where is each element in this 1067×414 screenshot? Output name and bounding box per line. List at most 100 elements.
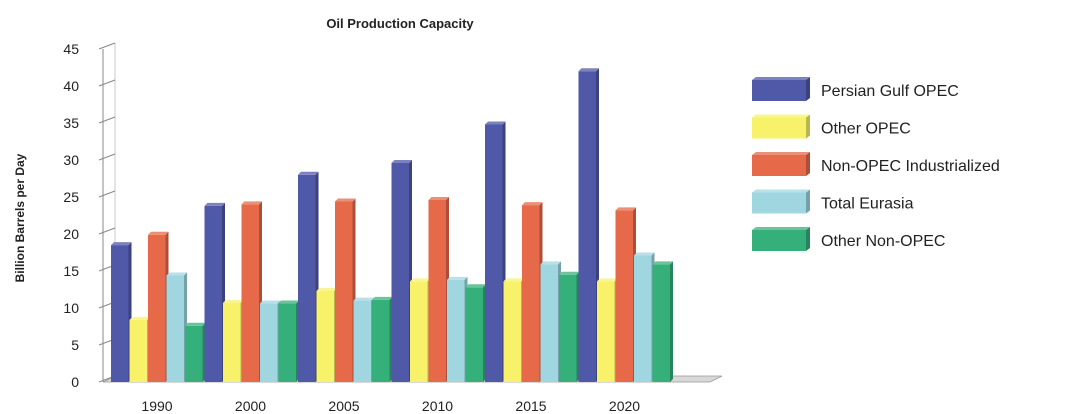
bar	[185, 322, 206, 382]
y-tick-mark	[98, 190, 116, 198]
y-tick-label: 15	[63, 263, 79, 279]
y-tick-label: 0	[71, 374, 79, 390]
bar	[578, 68, 599, 382]
bar-top	[391, 159, 412, 163]
bar	[111, 242, 132, 382]
bar-top	[278, 300, 299, 304]
bar	[391, 159, 412, 382]
bar-top	[129, 316, 150, 320]
bar-front	[372, 299, 390, 382]
y-tick-label: 5	[71, 337, 79, 353]
y-tick-label: 20	[63, 226, 79, 242]
bar-front	[185, 325, 203, 382]
legend-label: Non-OPEC Industrialized	[821, 158, 1000, 175]
y-tick-mark	[98, 42, 116, 50]
bar	[634, 252, 655, 382]
bar-front	[597, 281, 615, 382]
bar-top	[353, 297, 374, 301]
bar-side	[670, 261, 673, 382]
y-tick-mark	[98, 79, 116, 87]
legend-swatch-side	[806, 189, 810, 214]
x-tick-label: 1990	[141, 398, 172, 414]
bar-top	[447, 276, 468, 280]
y-tick-label: 45	[63, 41, 79, 57]
legend-swatch	[752, 117, 806, 139]
bar-front	[652, 264, 670, 382]
bar-top	[503, 278, 524, 282]
bar-front	[578, 71, 596, 382]
bar-top	[298, 171, 319, 175]
bar-top	[428, 196, 449, 200]
bar	[260, 300, 281, 382]
legend-item: Persian Gulf OPEC	[752, 77, 959, 101]
bar-front	[410, 281, 428, 382]
legend-swatch-side	[806, 114, 810, 139]
legend-label: Other OPEC	[821, 121, 911, 138]
legend-swatch-top	[752, 152, 810, 155]
bar-top	[166, 272, 187, 276]
y-tick-mark	[98, 116, 116, 124]
bar	[129, 316, 150, 382]
bar	[278, 300, 299, 382]
bar	[428, 196, 449, 382]
legend-label: Total Eurasia	[821, 196, 914, 213]
bar-front	[335, 201, 353, 382]
bar	[465, 284, 486, 382]
bar-front	[465, 287, 483, 382]
bar-front	[298, 174, 316, 382]
bar-front	[204, 205, 222, 382]
legend-item: Other OPEC	[752, 114, 911, 139]
bar-top	[465, 284, 486, 288]
bar	[372, 296, 393, 382]
bar	[204, 202, 225, 382]
bar-top	[335, 198, 356, 202]
bar-front	[316, 290, 334, 382]
bar-front	[522, 205, 540, 382]
chart-title: Oil Production Capacity	[326, 16, 474, 31]
bar-front	[447, 279, 465, 382]
y-tick-label: 10	[63, 300, 79, 316]
bar	[241, 201, 262, 382]
bar	[597, 278, 618, 382]
x-tick-label: 2015	[515, 398, 546, 414]
bar	[522, 202, 543, 382]
bar	[447, 276, 468, 382]
bar-front	[540, 264, 558, 382]
bar-top	[578, 68, 599, 72]
bar-front	[503, 281, 521, 382]
legend-swatch-side	[806, 227, 810, 251]
bar-top	[634, 252, 655, 256]
bars	[111, 68, 673, 382]
bar	[652, 261, 673, 382]
legend-swatch-top	[752, 114, 810, 118]
bar-top	[241, 201, 262, 205]
bar-top	[559, 271, 580, 275]
legend-swatch	[752, 192, 806, 214]
y-tick-label: 40	[63, 78, 79, 94]
bar	[316, 287, 337, 382]
bar	[353, 297, 374, 382]
x-tick-label: 2000	[235, 398, 266, 414]
bar-top	[185, 322, 206, 326]
bar-top	[204, 202, 225, 206]
legend-swatch	[752, 230, 806, 251]
bar-front	[615, 210, 633, 382]
bar	[559, 271, 580, 382]
bar-front	[166, 275, 184, 382]
legend-swatch-side	[806, 152, 810, 176]
bar-top	[372, 296, 393, 300]
bar-top	[597, 278, 618, 282]
bar-top	[615, 207, 636, 211]
bar	[335, 198, 356, 382]
x-tick-label: 2020	[609, 398, 640, 414]
bar	[298, 171, 319, 382]
bar-front	[111, 245, 129, 382]
bar-front	[391, 162, 409, 382]
bar	[166, 272, 187, 382]
y-axis-ticks: 0 5 10 15 20 25 30 35 40 45	[63, 41, 116, 390]
y-tick-label: 30	[63, 152, 79, 168]
bar-top	[260, 300, 281, 304]
legend: Persian Gulf OPEC Other OPEC Non-OPEC Indu…	[752, 77, 1000, 251]
bar-front	[353, 300, 371, 382]
bar-top	[316, 287, 337, 291]
